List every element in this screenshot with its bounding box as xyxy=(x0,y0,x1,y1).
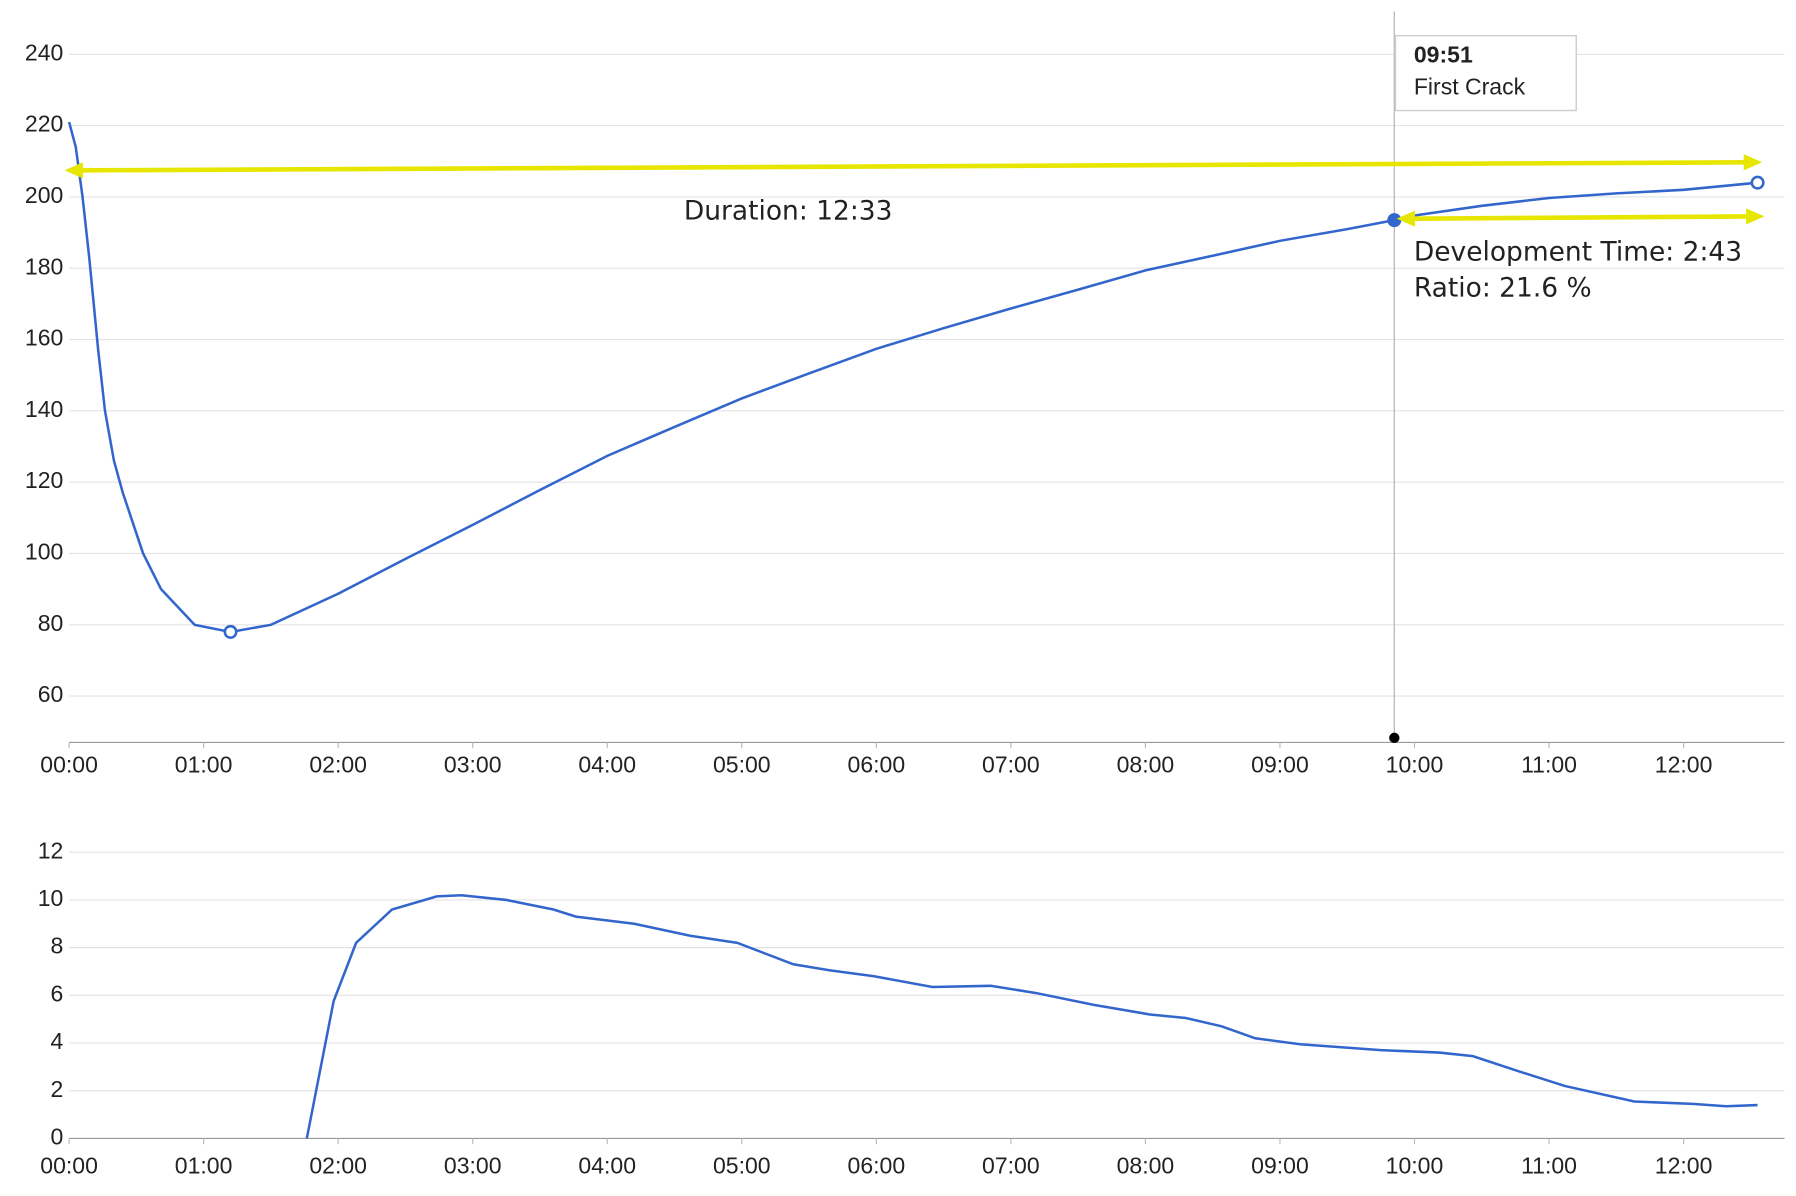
x-tick-label: 03:00 xyxy=(444,1152,502,1178)
y-tick-label: 80 xyxy=(38,610,64,636)
y-tick-label: 60 xyxy=(38,681,64,707)
event-dot xyxy=(1389,732,1400,744)
x-tick-label: 08:00 xyxy=(1117,1152,1175,1178)
arrow-shaft xyxy=(1412,214,1749,222)
y-tick-label: 6 xyxy=(51,980,64,1006)
marker xyxy=(1750,175,1765,190)
x-tick-label: 11:00 xyxy=(1521,1152,1577,1178)
x-tick-label: 03:00 xyxy=(444,752,502,778)
x-tick-label: 07:00 xyxy=(982,1152,1040,1178)
x-tick-label: 05:00 xyxy=(713,752,771,778)
x-tick-label: 02:00 xyxy=(309,752,367,778)
y-tick-label: 10 xyxy=(38,885,64,911)
x-tick-label: 00:00 xyxy=(40,752,98,778)
tooltip-label: First Crack xyxy=(1414,74,1526,100)
marker xyxy=(1387,213,1402,228)
x-tick-label: 12:00 xyxy=(1655,1152,1713,1178)
x-tick-label: 09:00 xyxy=(1251,1152,1309,1178)
tooltip-box xyxy=(1394,34,1577,112)
x-tick-label: 10:00 xyxy=(1386,752,1444,778)
y-tick-label: 200 xyxy=(25,182,63,208)
x-tick-label: 01:00 xyxy=(175,752,233,778)
y-tick-label: 2 xyxy=(51,1076,64,1102)
x-tick-label: 12:00 xyxy=(1655,752,1713,778)
x-tick-label: 07:00 xyxy=(982,752,1040,778)
x-tick-label: 09:00 xyxy=(1251,752,1309,778)
data-line xyxy=(67,121,1758,634)
duration-label: Duration: 12:33 xyxy=(684,195,893,226)
arrow-head xyxy=(1743,154,1763,171)
tooltip-time: 09:51 xyxy=(1414,41,1473,67)
x-tick-label: 04:00 xyxy=(578,1152,636,1178)
x-tick-label: 02:00 xyxy=(309,1152,367,1178)
arrow-shaft xyxy=(80,160,1747,173)
x-tick-label: 08:00 xyxy=(1117,752,1175,778)
x-tick-label: 04:00 xyxy=(578,752,636,778)
ratio-label: Ratio: 21.6 % xyxy=(1414,272,1592,303)
y-tick-label: 160 xyxy=(25,325,63,351)
arrow-head xyxy=(64,162,83,179)
arrow-head xyxy=(1396,210,1416,227)
x-tick-label: 06:00 xyxy=(848,752,906,778)
x-tick-label: 05:00 xyxy=(713,1152,771,1178)
y-tick-label: 180 xyxy=(25,253,63,279)
x-tick-label: 11:00 xyxy=(1521,752,1577,778)
y-tick-label: 12 xyxy=(38,837,64,863)
arrow-head xyxy=(1746,208,1765,225)
y-tick-label: 140 xyxy=(25,396,63,422)
y-tick-label: 100 xyxy=(25,539,63,565)
development-label: Development Time: 2:43 xyxy=(1414,237,1742,268)
y-tick-label: 4 xyxy=(51,1028,64,1054)
y-tick-label: 8 xyxy=(51,933,64,959)
data-line xyxy=(305,893,1758,1139)
y-tick-label: 120 xyxy=(25,467,63,493)
x-tick-label: 00:00 xyxy=(40,1152,98,1178)
y-tick-label: 240 xyxy=(25,39,63,65)
y-tick-label: 220 xyxy=(25,111,63,137)
y-tick-label: 0 xyxy=(51,1124,64,1150)
x-tick-label: 06:00 xyxy=(848,1152,906,1178)
x-tick-label: 01:00 xyxy=(175,1152,233,1178)
x-tick-label: 10:00 xyxy=(1386,1152,1444,1178)
marker xyxy=(223,624,238,639)
